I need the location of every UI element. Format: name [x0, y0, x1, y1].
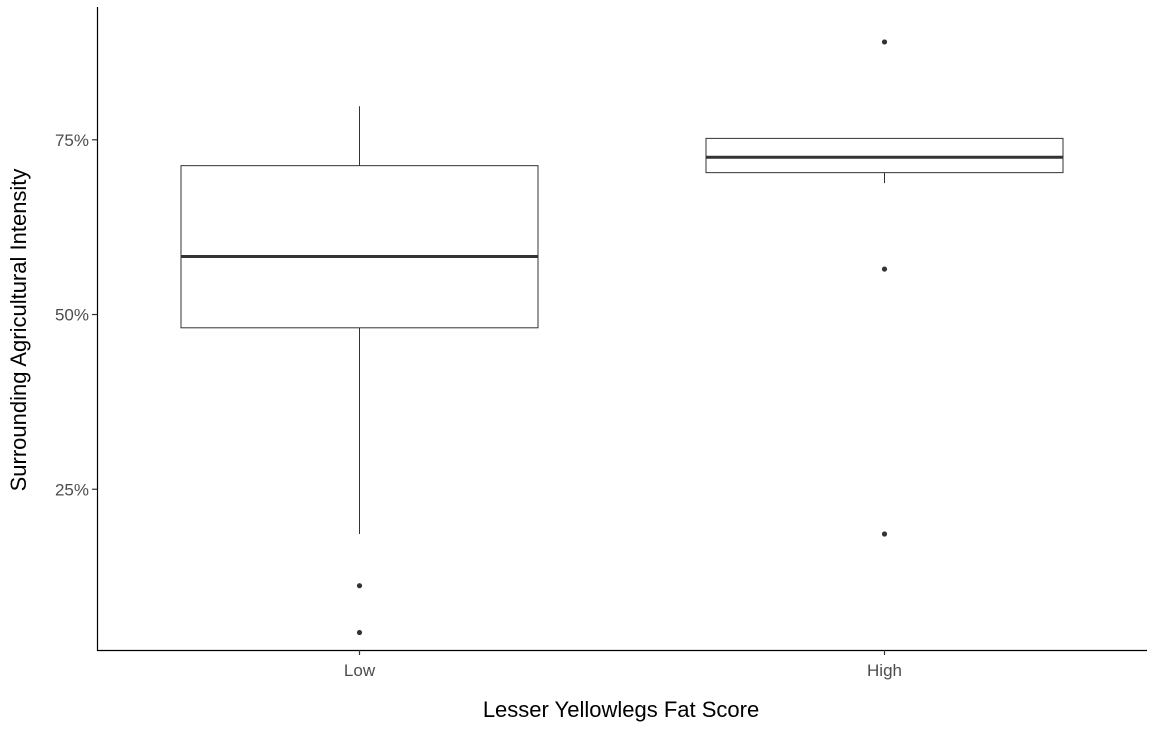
y-axis-title: Surrounding Agricultural Intensity — [6, 169, 31, 492]
box-group-high — [705, 39, 1064, 537]
x-tick-label: High — [867, 661, 902, 680]
x-tick-label: Low — [344, 661, 376, 680]
box-group-low — [180, 106, 539, 636]
y-tick-label: 50% — [55, 306, 89, 325]
outlier-point — [881, 531, 888, 537]
boxes-layer — [180, 39, 1064, 636]
outlier-point — [881, 266, 888, 272]
x-axis-title: Lesser Yellowlegs Fat Score — [483, 697, 759, 722]
box-iqr — [705, 137, 1064, 174]
box-iqr — [180, 165, 539, 329]
outlier-point — [356, 629, 363, 636]
outlier-point — [356, 583, 363, 589]
y-tick-label: 75% — [55, 131, 89, 150]
y-tick-label: 25% — [55, 480, 89, 499]
y-ticks: 25% 50% 75% — [55, 131, 97, 499]
x-ticks: Low High — [344, 650, 902, 680]
outlier-point — [881, 39, 888, 45]
